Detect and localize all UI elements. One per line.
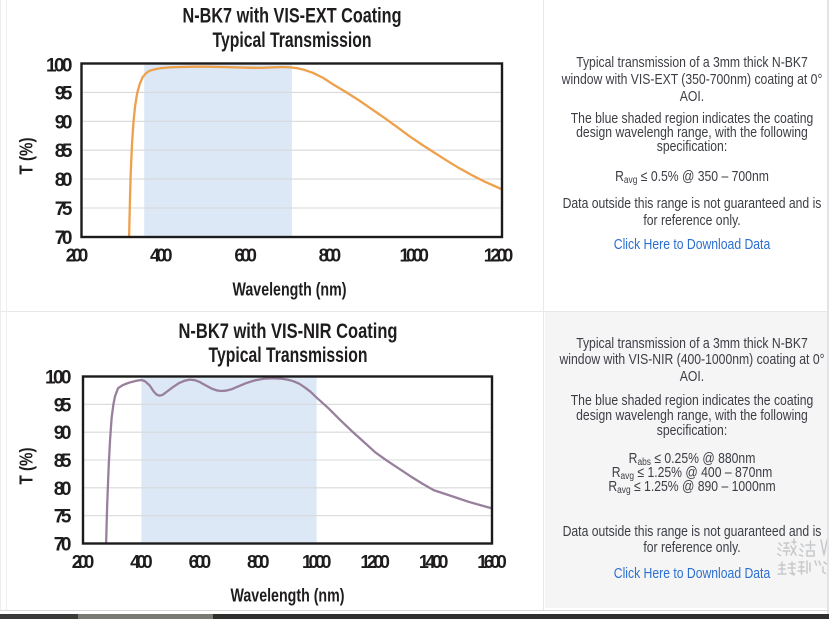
svg-text:70: 70 [54, 535, 72, 556]
svg-text:1000: 1000 [302, 552, 332, 572]
svg-text:N-BK7 with VIS-NIR Coating: N-BK7 with VIS-NIR Coating [179, 320, 398, 343]
svg-text:1000: 1000 [399, 245, 429, 265]
svg-text:200: 200 [72, 552, 95, 572]
svg-text:95: 95 [54, 395, 72, 416]
svg-text:T (%): T (%) [17, 138, 37, 175]
svg-text:95: 95 [55, 83, 73, 104]
svg-text:1400: 1400 [419, 552, 449, 572]
svg-text:T (%): T (%) [17, 448, 37, 485]
svg-text:N-BK7 with VIS-EXT Coating: N-BK7 with VIS-EXT Coating [183, 5, 402, 28]
svg-text:85: 85 [55, 141, 73, 162]
svg-text:200: 200 [66, 245, 89, 265]
svg-text:75: 75 [54, 507, 72, 528]
svg-text:75: 75 [55, 199, 73, 220]
svg-text:90: 90 [54, 423, 72, 444]
svg-text:80: 80 [54, 479, 72, 500]
svg-text:1200: 1200 [484, 245, 514, 265]
svg-text:85: 85 [54, 451, 72, 472]
svg-text:Wavelength (nm): Wavelength (nm) [233, 279, 347, 299]
svg-text:80: 80 [55, 170, 73, 191]
svg-text:Typical Transmission: Typical Transmission [213, 29, 372, 52]
svg-text:800: 800 [319, 245, 342, 265]
svg-text:1200: 1200 [360, 552, 390, 572]
svg-text:Typical Transmission: Typical Transmission [209, 344, 368, 367]
svg-text:100: 100 [46, 56, 73, 77]
svg-text:100: 100 [45, 368, 72, 389]
svg-text:1600: 1600 [477, 552, 507, 572]
svg-text:90: 90 [55, 112, 73, 133]
svg-text:Wavelength (nm): Wavelength (nm) [231, 586, 345, 606]
svg-text:800: 800 [247, 552, 270, 572]
svg-text:70: 70 [55, 228, 73, 249]
svg-text:400: 400 [130, 552, 153, 572]
svg-text:600: 600 [189, 552, 212, 572]
svg-text:400: 400 [150, 245, 173, 265]
svg-text:600: 600 [234, 245, 257, 265]
